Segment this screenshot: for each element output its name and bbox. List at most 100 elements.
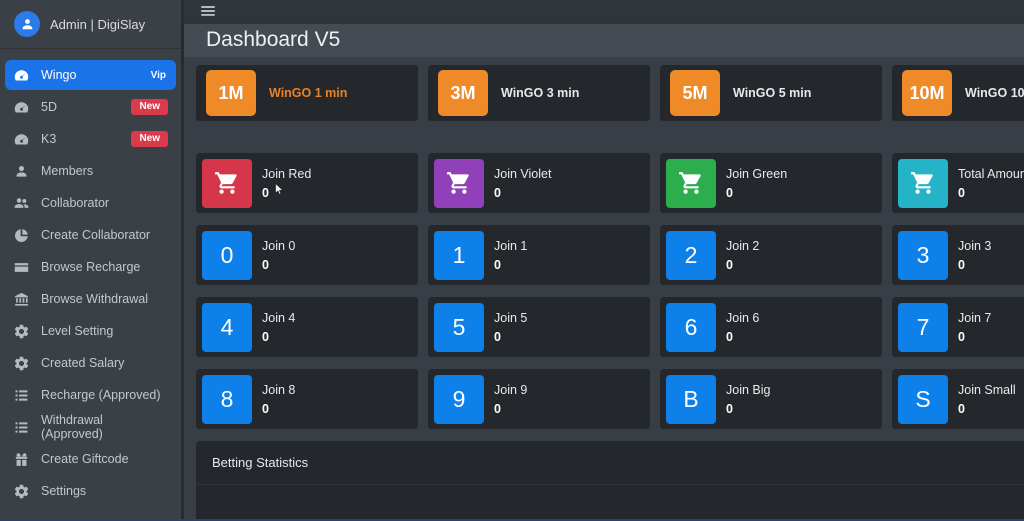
join-card-label: Join 4 [262, 310, 296, 325]
join-card-label: Join 0 [262, 238, 296, 253]
number-tile: B [666, 374, 716, 424]
sidebar-item-browse-recharge[interactable]: Browse Recharge [0, 251, 181, 283]
new-badge: New [131, 131, 168, 147]
join-card-label: Join Big [726, 382, 771, 397]
sidebar-item-label: Collaborator [41, 196, 110, 210]
sidebar-item-label: Level Setting [41, 324, 114, 338]
join-card-value: 0 [262, 401, 269, 416]
join-card-label: Join 6 [726, 310, 760, 325]
join-card-value: 0 [262, 257, 269, 272]
tachometer-icon [13, 99, 30, 116]
sidebar-item-label: Browse Withdrawal [41, 292, 148, 306]
page-header: Dashboard V5 [184, 23, 1024, 57]
join-card-grid: Join Red 0 Join Violet 0 Join Green 0 Total… [196, 153, 1024, 429]
timer-card-3min[interactable]: 3M WinGO 3 min [428, 65, 650, 121]
join-1-card[interactable]: 1 Join 1 0 [428, 225, 650, 285]
sidebar-item-label: Create Giftcode [41, 452, 129, 466]
admin-profile-name: Admin | DigiSlay [50, 16, 146, 32]
betting-statistics-title: Betting Statistics [196, 441, 1024, 485]
join-3-card[interactable]: 3 Join 3 0 [892, 225, 1024, 285]
new-badge: New [131, 99, 168, 115]
join-2-card[interactable]: 2 Join 2 0 [660, 225, 882, 285]
sidebar-item-5d[interactable]: 5D New [0, 91, 181, 123]
join-card-label: Join Red [262, 166, 312, 181]
timer-card-10min[interactable]: 10M WinGO 10 min [892, 65, 1024, 121]
join-card-label: Join Violet [494, 166, 552, 181]
sidebar-item-level-setting[interactable]: Level Setting [0, 315, 181, 347]
sidebar-item-label: Wingo [41, 68, 77, 82]
join-8-card[interactable]: 8 Join 8 0 [196, 369, 418, 429]
number-tile: 8 [202, 374, 252, 424]
join-5-card[interactable]: 5 Join 5 0 [428, 297, 650, 357]
join-card-value: 0 [958, 329, 965, 344]
join-card-label: Join Green [726, 166, 788, 181]
join-card-label: Total Amount [958, 166, 1024, 181]
number-tile: 4 [202, 302, 252, 352]
timer-card-label: WinGO 3 min [501, 86, 580, 100]
sidebar-item-label: Settings [41, 484, 87, 498]
join-violet-card[interactable]: Join Violet 0 [428, 153, 650, 213]
timer-tile: 1M [206, 70, 256, 116]
sidebar-item-label: Created Salary [41, 356, 125, 370]
sidebar-item-collaborator[interactable]: Collaborator [0, 187, 181, 219]
join-6-card[interactable]: 6 Join 6 0 [660, 297, 882, 357]
credit-card-icon [13, 259, 30, 276]
number-tile: 2 [666, 230, 716, 280]
join-4-card[interactable]: 4 Join 4 0 [196, 297, 418, 357]
join-card-label: Join 2 [726, 238, 760, 253]
gear-icon [13, 483, 30, 500]
sidebar-item-withdrawal-approved[interactable]: Withdrawal (Approved) [0, 411, 181, 443]
sidebar-item-members[interactable]: Members [0, 155, 181, 187]
cart-icon [666, 158, 716, 208]
join-card-value: 0 [726, 401, 733, 416]
sidebar-divider [0, 48, 181, 49]
sidebar-item-create-collaborator[interactable]: Create Collaborator [0, 219, 181, 251]
sidebar-item-label: K3 [41, 132, 57, 146]
total-amount-card[interactable]: Total Amount 0 [892, 153, 1024, 213]
sidebar-item-label: 5D [41, 100, 57, 114]
timer-card-5min[interactable]: 5M WinGO 5 min [660, 65, 882, 121]
join-card-value: 0 [958, 257, 965, 272]
sidebar-item-browse-withdrawal[interactable]: Browse Withdrawal [0, 283, 181, 315]
sidebar-item-settings[interactable]: Settings [0, 475, 181, 507]
tachometer-icon [13, 131, 30, 148]
timer-tile: 5M [670, 70, 720, 116]
user-icon [13, 163, 30, 180]
timer-card-row: 1M WinGO 1 min 3M WinGO 3 min 5M WinGO 5… [196, 65, 1024, 121]
pie-chart-icon [13, 227, 30, 244]
sidebar: Admin | DigiSlay Wingo Vip 5D New K3 New… [0, 0, 184, 521]
hamburger-icon[interactable] [198, 2, 218, 22]
join-card-label: Join 5 [494, 310, 528, 325]
main-area: Dashboard V5 1M WinGO 1 min 3M WinGO 3 m… [184, 0, 1024, 521]
join-9-card[interactable]: 9 Join 9 0 [428, 369, 650, 429]
sidebar-item-wingo[interactable]: Wingo Vip [5, 60, 176, 90]
timer-card-1min[interactable]: 1M WinGO 1 min [196, 65, 418, 121]
vip-badge: Vip [150, 69, 166, 81]
sidebar-item-create-giftcode[interactable]: Create Giftcode [0, 443, 181, 475]
sidebar-item-created-salary[interactable]: Created Salary [0, 347, 181, 379]
join-green-card[interactable]: Join Green 0 [660, 153, 882, 213]
cart-icon [898, 158, 948, 208]
join-card-label: Join 3 [958, 238, 992, 253]
number-tile: 3 [898, 230, 948, 280]
timer-card-label: WinGO 10 min [965, 86, 1024, 100]
join-card-value: 0 [262, 329, 269, 344]
sidebar-item-label: Withdrawal (Approved) [41, 413, 103, 441]
join-card-value: 0 [958, 401, 965, 416]
join-0-card[interactable]: 0 Join 0 0 [196, 225, 418, 285]
join-red-card[interactable]: Join Red 0 [196, 153, 418, 213]
join-big-card[interactable]: B Join Big 0 [660, 369, 882, 429]
page-title: Dashboard V5 [206, 28, 341, 52]
number-tile: 1 [434, 230, 484, 280]
tachometer-icon [13, 67, 30, 84]
topbar [184, 0, 1024, 24]
sidebar-item-k3[interactable]: K3 New [0, 123, 181, 155]
sidebar-item-recharge-approved[interactable]: Recharge (Approved) [0, 379, 181, 411]
join-7-card[interactable]: 7 Join 7 0 [892, 297, 1024, 357]
number-tile: S [898, 374, 948, 424]
sidebar-profile[interactable]: Admin | DigiSlay [0, 0, 181, 48]
join-small-card[interactable]: S Join Small 0 [892, 369, 1024, 429]
users-icon [13, 195, 30, 212]
join-card-value: 0 [262, 185, 269, 200]
